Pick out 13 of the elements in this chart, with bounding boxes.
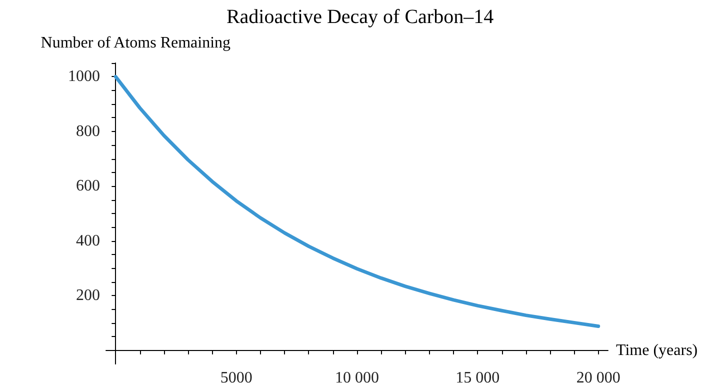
line-series xyxy=(114,74,600,328)
y-tick-label: 400 xyxy=(76,232,100,250)
chart-title: Radioactive Decay of Carbon–14 xyxy=(226,6,494,28)
y-axis-title: Number of Atoms Remaining xyxy=(40,34,231,52)
x-tick-label: 20 000 xyxy=(576,370,620,386)
x-tick-label: 5000 xyxy=(220,370,252,386)
x-axis-title: Time (years) xyxy=(616,342,698,359)
x-tick-label: 15 000 xyxy=(456,370,500,386)
x-tick-label: 10 000 xyxy=(335,370,379,386)
y-tick-label: 1000 xyxy=(68,68,100,86)
y-tick-label: 600 xyxy=(76,178,100,195)
y-tick-label: 800 xyxy=(76,122,100,140)
y-tick-label: 200 xyxy=(76,287,100,304)
